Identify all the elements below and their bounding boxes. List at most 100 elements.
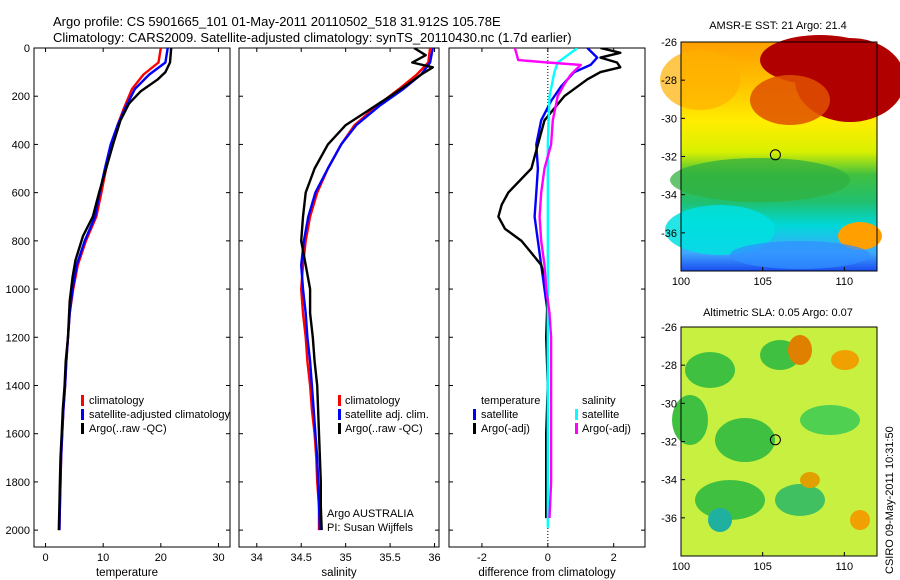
- legend-title-temperature: temperature: [481, 395, 540, 407]
- legend-label-sal-satellite: satellite: [582, 409, 619, 421]
- legend-label-argo: Argo(..raw -QC): [89, 423, 167, 435]
- sst-patch: [730, 241, 870, 269]
- temperature-xlabel: temperature: [96, 567, 158, 579]
- sla-patch: [788, 335, 812, 365]
- legend-swatch-satellite-adj: [338, 409, 341, 420]
- map-y-tick-label: -28: [661, 75, 677, 87]
- y-tick-label: 1800: [6, 477, 30, 489]
- series-line-argo-raw-qc-: [57, 48, 173, 531]
- figure-title-line2: Climatology: CARS2009. Satellite-adjuste…: [53, 30, 572, 45]
- legend-swatch-satellite-adjusted: [81, 409, 84, 420]
- y-tick-label: 0: [24, 43, 30, 55]
- x-tick-label: 20: [155, 552, 167, 564]
- sst-patch: [750, 75, 830, 125]
- y-tick-label: 2000: [6, 525, 30, 537]
- map-x-tick-label: 105: [753, 276, 771, 288]
- x-tick-label: 35: [340, 552, 352, 564]
- x-tick-label: 10: [97, 552, 109, 564]
- panel-temperature: 0 10 20 30 0 200 400 600 800 1000 1200 1400 1600 1800…: [6, 43, 231, 579]
- x-tick-label: 35.5: [379, 552, 400, 564]
- legend-swatch-climatology: [338, 395, 341, 406]
- x-tick-label: 34.5: [291, 552, 312, 564]
- salinity-legend: climatology satellite adj. clim. Argo(..…: [338, 395, 429, 435]
- x-tick-label: -2: [477, 552, 487, 564]
- map-y-tick-label: -30: [661, 113, 677, 125]
- argo-position-marker: [769, 434, 781, 446]
- legend-swatch-sal-satellite: [575, 409, 578, 420]
- series-line-argo-raw-qc-: [300, 48, 434, 531]
- sst-map-title: AMSR-E SST: 21 Argo: 21.4: [709, 20, 847, 32]
- y-tick-label: 600: [12, 188, 30, 200]
- legend-swatch-climatology: [81, 395, 84, 406]
- sst-patch: [660, 50, 740, 110]
- series-line-satellite-adj-clim-: [300, 48, 434, 531]
- legend-swatch-temp-satellite: [473, 409, 476, 420]
- map-y-tick-label: -32: [661, 437, 677, 449]
- map-y-tick-label: -36: [661, 513, 677, 525]
- map-y-tick-label: -30: [661, 398, 677, 410]
- legend-label-climatology: climatology: [345, 395, 401, 407]
- temperature-legend: climatology satellite-adjusted climatolo…: [81, 395, 230, 435]
- map-y-tick-label: -26: [661, 322, 677, 334]
- map-x-tick-label: 105: [753, 561, 771, 573]
- map-y-tick-label: -34: [661, 475, 677, 487]
- legend-label-satellite-adj: satellite adj. clim.: [345, 409, 429, 421]
- legend-label-temp-argo: Argo(-adj): [481, 423, 530, 435]
- sla-patch: [800, 472, 820, 488]
- y-tick-label: 1200: [6, 332, 30, 344]
- sst-patch: [665, 205, 775, 255]
- series-line-temperature-argo-adj-: [497, 48, 622, 519]
- map-y-tick-label: -36: [661, 228, 677, 240]
- sla-patch: [715, 418, 775, 462]
- legend-title-salinity: salinity: [582, 395, 616, 407]
- side-timestamp-label: CSIRO 09-May-2011 10:31:50: [884, 426, 896, 574]
- map-x-tick-label: 100: [672, 276, 690, 288]
- temperature-axes-box: [33, 47, 231, 548]
- y-tick-label: 1600: [6, 429, 30, 441]
- sst-field-patches: [660, 35, 900, 269]
- sla-patch: [685, 352, 735, 388]
- sla-field-patches: [672, 335, 870, 532]
- series-line-salinity-argo-adj-: [513, 48, 582, 519]
- map-y-tick-label: -32: [661, 152, 677, 164]
- map-sst: AMSR-E SST: 21 Argo: 21.4 100 105 110 -26 -2…: [660, 20, 900, 288]
- sla-patch: [708, 508, 732, 532]
- legend-swatch-argo: [338, 423, 341, 434]
- y-tick-label: 1000: [6, 284, 30, 296]
- legend-swatch-sal-argo: [575, 423, 578, 434]
- map-x-tick-label: 110: [836, 276, 854, 288]
- y-tick-label: 200: [12, 91, 30, 103]
- figure-title-line1: Argo profile: CS 5901665_101 01-May-2011…: [53, 14, 501, 29]
- sst-patch-hot: [760, 35, 880, 85]
- map-x-tick-label: 100: [672, 561, 690, 573]
- map-x-tick-label: 110: [836, 561, 854, 573]
- legend-label-satellite-adjusted: satellite-adjusted climatology: [89, 409, 230, 421]
- legend-label-argo: Argo(..raw -QC): [345, 423, 423, 435]
- map-y-tick-label: -26: [661, 37, 677, 49]
- sla-patch: [850, 510, 870, 530]
- sst-patch: [838, 222, 882, 250]
- argo-position-marker: [769, 149, 781, 161]
- salinity-xlabel: salinity: [321, 567, 356, 579]
- argo-pi-label: PI: Susan Wijffels: [327, 522, 413, 534]
- legend-swatch-temp-argo: [473, 423, 476, 434]
- legend-label-climatology: climatology: [89, 395, 145, 407]
- sla-patch: [672, 395, 708, 445]
- map-y-tick-label: -34: [661, 190, 677, 202]
- sst-patch: [670, 158, 850, 202]
- legend-swatch-argo: [81, 423, 84, 434]
- map-sla: Altimetric SLA: 0.05 Argo: 0.07 100 105 11…: [661, 307, 878, 573]
- panel-salinity: 34 34.5 35 35.5 36 salinity climatology sate…: [238, 47, 441, 579]
- x-tick-label: 34: [251, 552, 263, 564]
- sla-map-title: Altimetric SLA: 0.05 Argo: 0.07: [703, 307, 853, 319]
- sla-patch: [800, 405, 860, 435]
- legend-label-temp-satellite: satellite: [481, 409, 518, 421]
- difference-xlabel: difference from climatology: [478, 567, 615, 579]
- x-tick-label: 36: [428, 552, 440, 564]
- sla-patch: [775, 484, 825, 516]
- difference-legend: temperature satellite Argo(-adj) salinit…: [473, 395, 631, 435]
- x-tick-label: 0: [42, 552, 48, 564]
- argo-agency-label: Argo AUSTRALIA: [327, 508, 414, 520]
- map-y-tick-label: -28: [661, 360, 677, 372]
